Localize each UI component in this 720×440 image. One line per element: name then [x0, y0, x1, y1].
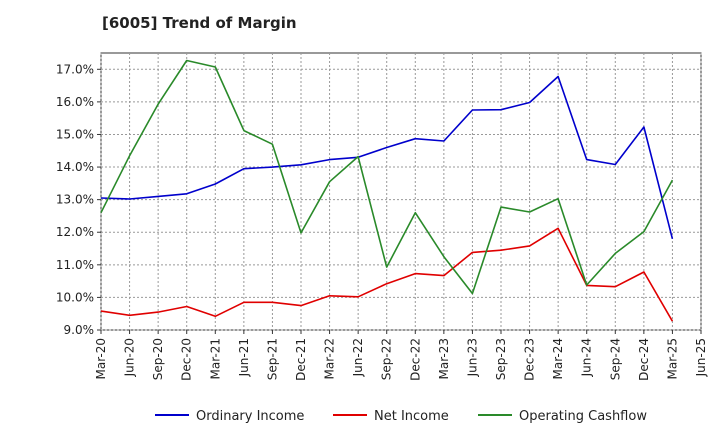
legend-label: Ordinary Income — [196, 409, 304, 424]
x-tick-label: Sep-22 — [380, 338, 394, 380]
legend-label: Operating Cashflow — [519, 409, 647, 424]
series-lines — [100, 59, 674, 322]
x-tick-label: Jun-20 — [123, 338, 137, 377]
x-tick-label: Mar-25 — [665, 338, 679, 379]
series-line-ordinary-income — [100, 75, 674, 239]
y-tick-label: 17.0% — [56, 62, 94, 76]
x-tick-label: Jun-22 — [351, 338, 365, 377]
x-axis-ticks: Mar-20 Jun-20 Sep-20 Dec-20 Mar-21 Jun-21 Sep-… — [94, 330, 708, 381]
y-axis-ticks: 9.0% 10.0% 11.0% 12.0% 13.0% 14.0% 15.0% 16.0% 1… — [56, 62, 101, 337]
y-tick-label: 13.0% — [56, 193, 94, 207]
y-tick-label: 11.0% — [56, 258, 94, 272]
y-tick-label: 15.0% — [56, 127, 94, 141]
x-tick-label: Jun-21 — [237, 338, 251, 377]
x-tick-label: Dec-20 — [180, 338, 194, 381]
x-tick-label: Sep-21 — [265, 338, 279, 380]
x-tick-label: Sep-20 — [151, 338, 165, 380]
x-tick-label: Mar-20 — [94, 338, 108, 379]
x-tick-label: Mar-23 — [437, 338, 451, 379]
y-tick-label: 14.0% — [56, 160, 94, 174]
y-tick-label: 16.0% — [56, 95, 94, 109]
gridlines — [100, 53, 702, 331]
legend: Ordinary Income Net Income Operating Cashf… — [155, 409, 647, 424]
x-tick-label: Dec-23 — [523, 338, 537, 381]
x-tick-label: Dec-21 — [294, 338, 308, 381]
x-tick-label: Sep-23 — [494, 338, 508, 380]
x-tick-label: Mar-22 — [323, 338, 337, 379]
x-tick-label: Jun-24 — [580, 338, 594, 377]
x-tick-label: Jun-25 — [694, 338, 708, 377]
series-line-operating-cashflow — [100, 59, 674, 295]
legend-label: Net Income — [374, 409, 449, 424]
x-tick-label: Dec-24 — [637, 338, 651, 381]
x-tick-label: Mar-24 — [551, 338, 565, 379]
x-tick-label: Dec-22 — [408, 338, 422, 381]
y-tick-label: 10.0% — [56, 290, 94, 304]
x-tick-label: Mar-21 — [208, 338, 222, 379]
y-tick-label: 12.0% — [56, 225, 94, 239]
chart-title: [6005] Trend of Margin — [102, 14, 297, 32]
x-tick-label: Jun-23 — [465, 338, 479, 377]
plot-area — [100, 52, 702, 331]
series-line-net-income — [100, 227, 674, 322]
y-tick-label: 9.0% — [64, 323, 95, 337]
x-tick-label: Sep-24 — [608, 338, 622, 380]
